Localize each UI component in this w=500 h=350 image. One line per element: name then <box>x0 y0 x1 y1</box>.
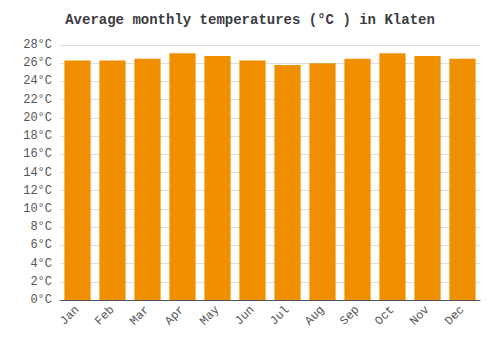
svg-text:14°C: 14°C <box>23 166 52 180</box>
svg-text:6°C: 6°C <box>30 238 52 252</box>
svg-text:26°C: 26°C <box>23 56 52 70</box>
svg-text:Feb: Feb <box>92 303 117 328</box>
svg-text:18°C: 18°C <box>23 129 52 143</box>
svg-text:Mar: Mar <box>127 303 152 328</box>
svg-text:28°C: 28°C <box>23 38 52 52</box>
svg-text:Apr: Apr <box>162 303 187 328</box>
svg-text:Jul: Jul <box>267 303 292 328</box>
svg-text:22°C: 22°C <box>23 93 52 107</box>
svg-text:Average monthly temperatures (: Average monthly temperatures (°C ) in Kl… <box>65 12 435 28</box>
svg-text:Oct: Oct <box>372 303 397 328</box>
svg-text:16°C: 16°C <box>23 147 52 161</box>
svg-text:8°C: 8°C <box>30 220 52 234</box>
svg-text:20°C: 20°C <box>23 111 52 125</box>
svg-text:12°C: 12°C <box>23 184 52 198</box>
svg-text:Jun: Jun <box>232 303 257 328</box>
svg-text:Dec: Dec <box>442 303 467 328</box>
svg-text:4°C: 4°C <box>30 257 52 271</box>
svg-text:Nov: Nov <box>407 303 432 328</box>
svg-text:10°C: 10°C <box>23 202 52 216</box>
svg-text:2°C: 2°C <box>30 275 52 289</box>
svg-text:Sep: Sep <box>337 303 362 328</box>
svg-text:Aug: Aug <box>302 303 327 328</box>
svg-text:0°C: 0°C <box>30 293 52 307</box>
svg-text:24°C: 24°C <box>23 74 52 88</box>
svg-text:May: May <box>197 303 222 328</box>
svg-text:Jan: Jan <box>57 303 82 328</box>
